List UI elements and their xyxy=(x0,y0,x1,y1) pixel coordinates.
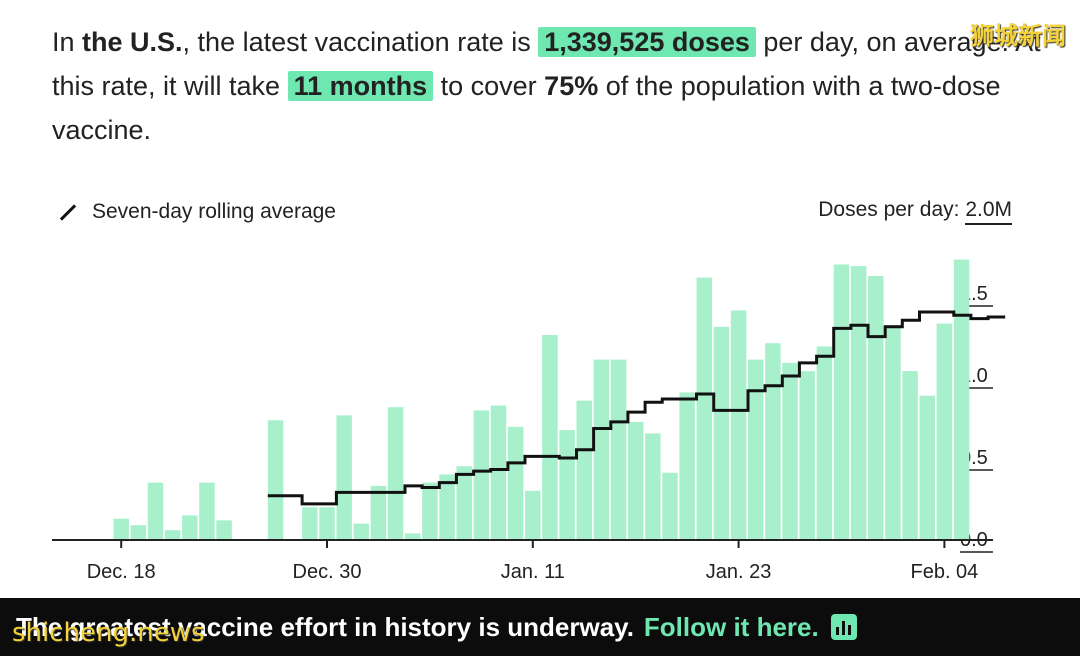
bar xyxy=(696,277,713,540)
follow-link[interactable]: Follow it here. xyxy=(643,611,819,642)
bar xyxy=(833,264,850,540)
bar xyxy=(936,323,953,540)
watermark-bottom: shicheng.news xyxy=(12,618,205,648)
x-tick-label: Jan. 23 xyxy=(706,561,772,583)
bar xyxy=(782,362,798,540)
headline-percent: 75% xyxy=(544,71,599,101)
bar-chart-icon[interactable] xyxy=(830,614,857,640)
bar xyxy=(267,420,284,540)
bar xyxy=(473,410,490,540)
bar xyxy=(302,507,318,540)
bar xyxy=(730,310,747,540)
headline-text: , the latest vaccination rate is xyxy=(182,27,539,57)
headline-text: per day, on average. At this rate, it wi… xyxy=(52,27,1041,101)
bar xyxy=(610,359,627,540)
bar xyxy=(422,482,438,540)
headline: In the U.S., the latest vaccination rate… xyxy=(52,20,1042,152)
bar xyxy=(902,371,918,540)
bar xyxy=(799,371,815,540)
bar xyxy=(559,430,575,540)
bar xyxy=(525,490,541,540)
x-tick-label: Dec. 30 xyxy=(293,561,362,583)
bar xyxy=(439,474,455,540)
bar xyxy=(868,275,884,540)
x-tick-label: Feb. 04 xyxy=(910,561,978,583)
bar xyxy=(542,335,558,540)
footer-text: The greatest vaccine effort in history i… xyxy=(16,611,634,642)
y-tick-top: 2.0M xyxy=(965,198,1012,225)
bar xyxy=(593,359,610,540)
headline-country: the U.S. xyxy=(82,27,183,57)
bar xyxy=(679,392,695,540)
footer-banner: The greatest vaccine effort in history i… xyxy=(0,598,1080,656)
x-tick-label: Jan. 11 xyxy=(501,561,565,583)
bar xyxy=(816,346,833,540)
bar xyxy=(353,523,370,540)
bar xyxy=(953,259,970,540)
bar xyxy=(370,485,387,540)
bar xyxy=(645,433,661,540)
headline-duration-highlight: 11 months xyxy=(287,71,434,101)
x-tick-label: Dec. 18 xyxy=(87,561,156,583)
bar xyxy=(387,407,404,540)
bar xyxy=(182,515,198,540)
y-axis-label: Doses per day: xyxy=(818,198,960,221)
bar xyxy=(662,472,678,540)
headline-text: to cover xyxy=(433,71,545,101)
bar xyxy=(713,326,730,540)
bar xyxy=(113,518,129,540)
bar xyxy=(850,266,867,540)
bar xyxy=(456,466,472,540)
bar xyxy=(216,520,232,540)
bar xyxy=(130,525,147,540)
bar xyxy=(627,421,644,540)
bar xyxy=(748,359,764,540)
bar xyxy=(319,507,335,540)
bar xyxy=(576,400,592,540)
bar xyxy=(507,426,524,540)
bar xyxy=(147,482,164,540)
headline-rate-highlight: 1,339,525 doses xyxy=(538,27,756,57)
headline-text: In xyxy=(52,27,83,57)
bar xyxy=(919,395,935,540)
bar xyxy=(336,415,352,540)
bar xyxy=(490,405,507,540)
bar xyxy=(199,482,215,540)
headline-text: of the population with a two-dose vaccin… xyxy=(52,71,1001,145)
legend-label: Seven-day rolling average xyxy=(92,200,336,223)
chart-legend: Seven-day rolling average xyxy=(58,200,336,224)
bar xyxy=(885,325,901,540)
bar xyxy=(164,530,181,540)
bar xyxy=(765,343,781,540)
y-axis-unit: Doses per day: 2.0M xyxy=(818,198,1012,225)
bar xyxy=(405,533,421,540)
watermark-top: 狮城新闻 xyxy=(970,22,1066,50)
rolling-average-line xyxy=(267,310,1006,506)
